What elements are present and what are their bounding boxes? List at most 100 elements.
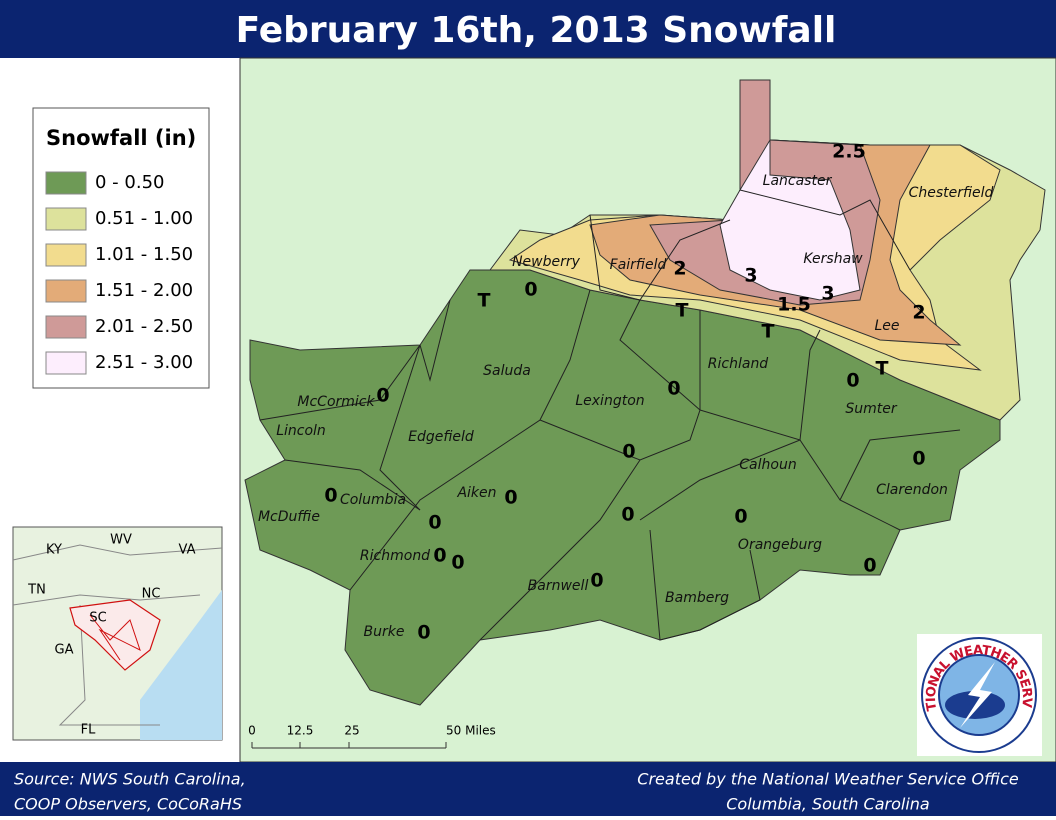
credit: Created by the National Weather Service …: [637, 770, 1019, 789]
inset-label: KY: [46, 543, 62, 558]
county-line: [479, 459, 641, 641]
title: February 16th, 2013 Snowfall: [236, 10, 837, 51]
legend-swatch: [45, 207, 87, 231]
county-name: Lexington: [575, 393, 644, 409]
scale-label: 0: [248, 724, 256, 738]
observation: T: [762, 321, 775, 343]
map-labels: Lancaster Chesterfield Kershaw Newberry Fair…: [258, 141, 994, 644]
county-line: [589, 214, 731, 301]
legend-label: 1.51 - 2.00: [95, 280, 193, 301]
footer-bar: [0, 762, 1056, 816]
county-name: Richland: [708, 356, 769, 372]
credit: Columbia, South Carolina: [726, 795, 929, 814]
inset-counties: [89, 614, 141, 661]
county-line: [284, 459, 421, 511]
county-name: McDuffie: [258, 509, 320, 525]
county-line: [259, 344, 421, 511]
legend-swatch: [45, 279, 87, 303]
county-line: [639, 439, 901, 531]
legend-swatch: [45, 243, 87, 267]
observation: T: [876, 358, 889, 380]
observation: 2.5: [832, 141, 866, 163]
legend-label: 0 - 0.50: [95, 172, 164, 193]
observation: 0: [504, 487, 517, 509]
county-name: Burke: [364, 624, 405, 640]
inset-label: NC: [142, 587, 161, 602]
observation: 2: [912, 302, 925, 324]
county-name: Richmond: [360, 548, 430, 564]
inset-border: [12, 594, 201, 606]
county-name: Orangeburg: [738, 537, 822, 553]
scale-label: 50 Miles: [446, 724, 496, 738]
source: Source: NWS South Carolina,: [14, 770, 246, 789]
scale-bar: 0 12.5 25 50 Miles: [248, 724, 496, 749]
legend-label: 1.01 - 1.50: [95, 244, 193, 265]
observation: 0: [846, 370, 859, 392]
county-line: [539, 299, 701, 461]
observation: 0: [621, 504, 634, 526]
inset-label: VA: [179, 543, 196, 558]
county-name: Barnwell: [528, 578, 589, 594]
county-name: Saluda: [483, 363, 531, 379]
county-name: Lee: [874, 318, 899, 334]
legend-swatch: [45, 171, 87, 195]
observation: 0: [912, 448, 925, 470]
snowfall-regions: [244, 79, 1046, 706]
county-name: Calhoun: [739, 457, 796, 473]
source: COOP Observers, CoCoRaHS: [14, 795, 242, 814]
county-name: Lincoln: [276, 423, 326, 439]
inset-border: [12, 544, 223, 561]
legend-title: Snowfall (in): [46, 126, 196, 150]
observation: 0: [428, 512, 441, 534]
inset-label: FL: [81, 723, 96, 738]
observation: 3: [821, 283, 834, 305]
observation: 0: [863, 555, 876, 577]
county-lines: [259, 189, 961, 641]
legend-label: 2.01 - 2.50: [95, 316, 193, 337]
county-name: Lancaster: [763, 173, 833, 189]
observation: 0: [417, 622, 430, 644]
observation: 0: [433, 545, 446, 567]
county-name: Columbia: [340, 492, 406, 508]
legend-label: 0.51 - 1.00: [95, 208, 193, 229]
legend-items: 0 - 0.50 0.51 - 1.00 1.01 - 1.50 1.51 - 2.0…: [45, 171, 193, 375]
county-name: Clarendon: [876, 482, 948, 498]
logo-bolt: [960, 662, 995, 728]
observation: 0: [451, 552, 464, 574]
inset-ocean: [140, 590, 222, 740]
county-name: Edgefield: [408, 429, 474, 445]
county-name: Aiken: [456, 485, 496, 501]
county-name: Chesterfield: [909, 185, 994, 201]
observation: 0: [590, 570, 603, 592]
county-line: [649, 529, 761, 641]
observation: T: [478, 290, 491, 312]
observation: 0: [524, 279, 537, 301]
observation: T: [676, 300, 689, 322]
county-name: Fairfield: [610, 257, 667, 273]
region: [719, 138, 861, 301]
observation: 0: [622, 441, 635, 463]
observation: 0: [376, 385, 389, 407]
observation: 1.5: [777, 294, 811, 316]
observation: 0: [667, 378, 680, 400]
inset-label: WV: [110, 533, 132, 548]
title-bar: [0, 0, 1056, 58]
county-line: [839, 429, 961, 501]
legend-label: 2.51 - 3.00: [95, 352, 193, 373]
scale-label: 25: [344, 724, 359, 738]
observation: 3: [744, 265, 757, 287]
observation: 2: [673, 258, 686, 280]
inset-label: GA: [55, 643, 74, 658]
inset-label: TN: [27, 583, 46, 598]
county-name: Bamberg: [665, 590, 729, 606]
county-name: Newberry: [512, 254, 581, 270]
county-line: [419, 299, 451, 382]
inset-map: [12, 526, 223, 741]
legend-swatch: [45, 315, 87, 339]
legend-swatch: [45, 351, 87, 375]
county-name: Sumter: [845, 401, 898, 417]
observation: 0: [734, 506, 747, 528]
scale-label: 12.5: [287, 724, 314, 738]
county-line: [739, 189, 911, 271]
